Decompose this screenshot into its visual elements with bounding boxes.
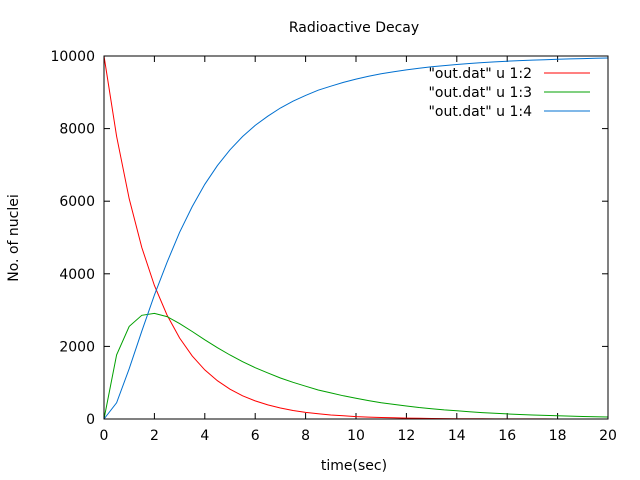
y-tick-label: 10000	[50, 49, 95, 65]
y-tick-label: 0	[86, 412, 95, 428]
series-line-1	[103, 55, 608, 420]
x-tick-label: 18	[549, 428, 567, 444]
x-tick-label: 10	[347, 428, 365, 444]
x-tick-label: 6	[251, 428, 260, 444]
x-tick-label: 8	[301, 428, 310, 444]
legend-label: "out.dat" u 1:3	[428, 85, 532, 101]
series-line-2	[103, 312, 609, 420]
x-tick-label: 12	[397, 428, 415, 444]
x-tick-label: 4	[200, 428, 209, 444]
x-tick-label: 2	[150, 428, 159, 444]
y-tick-label: 4000	[59, 267, 95, 283]
y-tick-label: 6000	[59, 194, 95, 210]
legend-label: "out.dat" u 1:2	[428, 66, 532, 82]
x-tick-label: 14	[448, 428, 466, 444]
legend-label: "out.dat" u 1:4	[428, 104, 532, 120]
y-axis-label: No. of nuclei	[6, 194, 22, 281]
plot-frame	[103, 55, 609, 420]
x-tick-label: 16	[498, 428, 516, 444]
y-tick-label: 2000	[59, 339, 95, 355]
x-tick-label: 0	[100, 428, 109, 444]
legend: "out.dat" u 1:2 "out.dat" u 1:3 "out.dat" …	[428, 66, 590, 120]
axis-ticks: 0 2 4 6 8 10 12 14 16 18 20 0 2000 4000 6000 8000 10000	[50, 49, 616, 444]
x-axis-label: time(sec)	[321, 458, 387, 474]
chart-title: Radioactive Decay	[289, 20, 419, 36]
y-tick-label: 8000	[59, 122, 95, 138]
series-line-3	[103, 57, 609, 420]
x-tick-label: 20	[599, 428, 617, 444]
series-lines	[103, 55, 609, 420]
